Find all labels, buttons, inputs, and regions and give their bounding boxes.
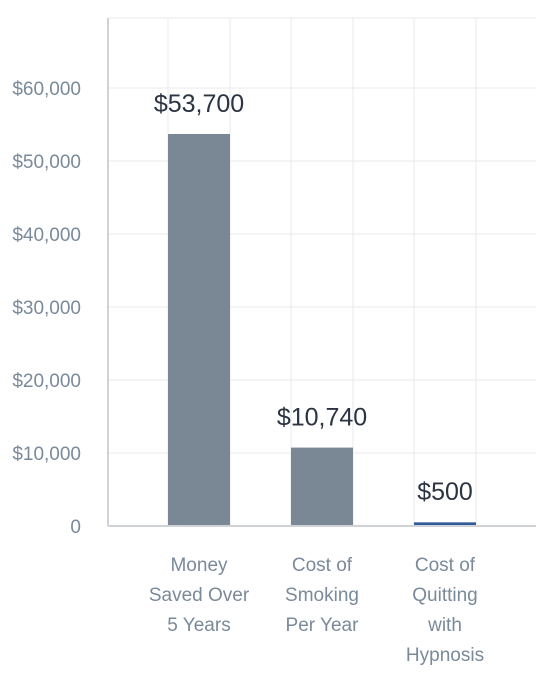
x-tick-label-line: Cost of: [292, 555, 353, 576]
x-tick-label-line: Per Year: [286, 615, 360, 636]
x-tick-label-line: Hypnosis: [406, 645, 484, 666]
y-tick-label: $50,000: [12, 152, 81, 173]
y-tick-label: 0: [70, 517, 81, 538]
x-tick-label: Cost of Smoking Per Year: [285, 555, 359, 636]
y-tick-label: $40,000: [12, 225, 81, 246]
y-tick-label: $10,000: [12, 444, 81, 465]
x-tick-label-line: Money: [170, 555, 228, 576]
data-label: $10,740: [277, 404, 367, 432]
x-tick-label: Cost of Quitting with Hypnosis: [406, 555, 484, 666]
data-label: $53,700: [154, 90, 244, 118]
axes: [107, 18, 536, 527]
x-tick-label-line: 5 Years: [167, 615, 230, 636]
x-tick-label: Money Saved Over 5 Years: [149, 555, 250, 636]
bar: [168, 133, 230, 527]
x-tick-label-line: Smoking: [285, 585, 359, 606]
x-tick-label-line: with: [427, 615, 462, 636]
x-tick-label-line: Saved Over: [149, 585, 250, 606]
bars: [168, 133, 476, 527]
x-tick-labels: Money Saved Over 5 Years Cost of Smoking Per …: [149, 555, 484, 666]
data-labels: $53,700 $10,740 $500: [154, 90, 473, 506]
y-tick-labels: 0 $10,000 $20,000 $30,000 $40,000 $50,000 $60,…: [12, 79, 81, 538]
y-tick-label: $60,000: [12, 79, 81, 100]
x-tick-label-line: Quitting: [412, 585, 477, 606]
y-tick-label: $30,000: [12, 298, 81, 319]
data-label: $500: [417, 478, 473, 506]
bar: [414, 522, 476, 527]
bar: [291, 447, 353, 526]
x-tick-label-line: Cost of: [415, 555, 476, 576]
y-tick-label: $20,000: [12, 371, 81, 392]
